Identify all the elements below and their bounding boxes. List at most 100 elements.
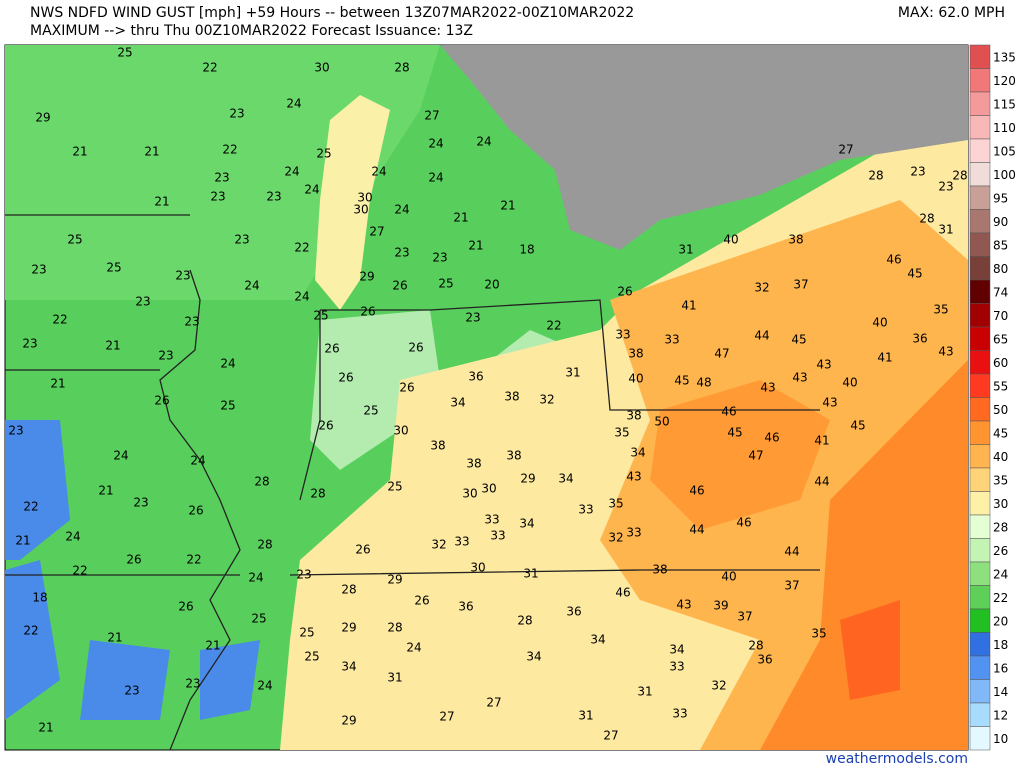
gust-label: 26 (617, 285, 632, 299)
level-label: 120 (993, 74, 1016, 88)
gust-label: 40 (628, 372, 643, 386)
gust-label: 30 (314, 61, 329, 75)
level-label: 18 (993, 638, 1008, 652)
gust-label: 36 (468, 370, 483, 384)
gust-label: 30 (393, 424, 408, 438)
gust-label: 32 (539, 393, 554, 407)
gust-label: 22 (202, 61, 217, 75)
gust-label: 43 (822, 396, 837, 410)
gust-label: 27 (369, 225, 384, 239)
gust-label: 25 (313, 309, 328, 323)
gust-label: 21 (105, 339, 120, 353)
gust-label: 21 (50, 377, 65, 391)
gust-label: 38 (788, 233, 803, 247)
gust-label: 25 (251, 612, 266, 626)
gust-label: 26 (126, 553, 141, 567)
gust-label: 25 (106, 261, 121, 275)
gust-label: 33 (615, 328, 630, 342)
gust-label: 26 (188, 504, 203, 518)
level-label: 110 (993, 121, 1016, 135)
level-label: 115 (993, 97, 1016, 111)
gust-label: 45 (727, 426, 742, 440)
color-swatch (969, 91, 991, 116)
gust-label: 28 (517, 614, 532, 628)
gust-label: 23 (432, 251, 447, 265)
gust-label: 21 (154, 195, 169, 209)
level-label: 28 (993, 520, 1008, 534)
gust-label: 31 (637, 685, 652, 699)
gust-label: 36 (912, 332, 927, 346)
gust-label: 34 (630, 446, 645, 460)
gust-label: 28 (341, 583, 356, 597)
color-swatch (969, 209, 991, 234)
gust-label: 23 (22, 337, 37, 351)
level-label: 70 (993, 309, 1008, 323)
gust-label: 26 (408, 341, 423, 355)
gust-label: 43 (676, 598, 691, 612)
gust-label: 25 (438, 277, 453, 291)
gust-label: 28 (952, 169, 967, 183)
color-swatch (969, 632, 991, 657)
gust-label: 18 (519, 243, 534, 257)
level-label: 20 (993, 614, 1008, 628)
gust-label: 31 (565, 366, 580, 380)
gust-label: 26 (178, 600, 193, 614)
gust-label: 30 (470, 561, 485, 575)
gust-label: 35 (811, 627, 826, 641)
color-swatch (969, 185, 991, 210)
gust-label: 23 (229, 107, 244, 121)
gust-label: 45 (674, 374, 689, 388)
level-label: 45 (993, 426, 1008, 440)
gust-label: 23 (184, 315, 199, 329)
gust-label: 26 (318, 419, 333, 433)
gust-label: 28 (748, 639, 763, 653)
level-label: 50 (993, 403, 1008, 417)
gust-label: 25 (316, 147, 331, 161)
gust-label: 28 (310, 487, 325, 501)
gust-label: 29 (359, 270, 374, 284)
gust-label: 29 (520, 472, 535, 486)
gust-label: 44 (754, 329, 769, 343)
gust-label: 34 (558, 472, 573, 486)
gust-label: 32 (711, 679, 726, 693)
gust-label: 26 (392, 279, 407, 293)
gust-label: 38 (466, 457, 481, 471)
level-label: 65 (993, 332, 1008, 346)
gust-label: 24 (394, 203, 409, 217)
gust-label: 31 (678, 243, 693, 257)
gust-label: 35 (608, 497, 623, 511)
gust-label: 30 (462, 487, 477, 501)
gust-label: 43 (938, 345, 953, 359)
gust-label: 44 (814, 475, 829, 489)
gust-label: 28 (257, 538, 272, 552)
gust-label: 23 (234, 233, 249, 247)
gust-label: 21 (144, 145, 159, 159)
lake (440, 45, 968, 250)
gust-label: 25 (387, 480, 402, 494)
gust-label: 28 (868, 169, 883, 183)
gust-label: 34 (590, 633, 605, 647)
gust-label: 41 (814, 434, 829, 448)
gust-label: 41 (877, 351, 892, 365)
gust-label: 21 (107, 631, 122, 645)
level-label: 10 (993, 732, 1008, 746)
gust-label: 22 (23, 500, 38, 514)
gust-label: 46 (736, 516, 751, 530)
level-label: 35 (993, 473, 1008, 487)
color-swatch (969, 585, 991, 610)
color-swatch (969, 44, 991, 69)
title: NWS NDFD WIND GUST [mph] +59 Hours -- be… (30, 5, 634, 21)
level-label: 95 (993, 191, 1008, 205)
gust-label: 23 (124, 684, 139, 698)
gust-label: 48 (696, 376, 711, 390)
gust-label: 25 (363, 404, 378, 418)
gust-label: 24 (257, 679, 272, 693)
gust-label: 22 (546, 319, 561, 333)
gust-label: 21 (72, 145, 87, 159)
color-swatch (969, 162, 991, 187)
gust-label: 24 (428, 137, 443, 151)
gust-label: 38 (626, 409, 641, 423)
gust-label: 30 (481, 482, 496, 496)
gust-label: 34 (450, 396, 465, 410)
gust-label: 37 (737, 610, 752, 624)
